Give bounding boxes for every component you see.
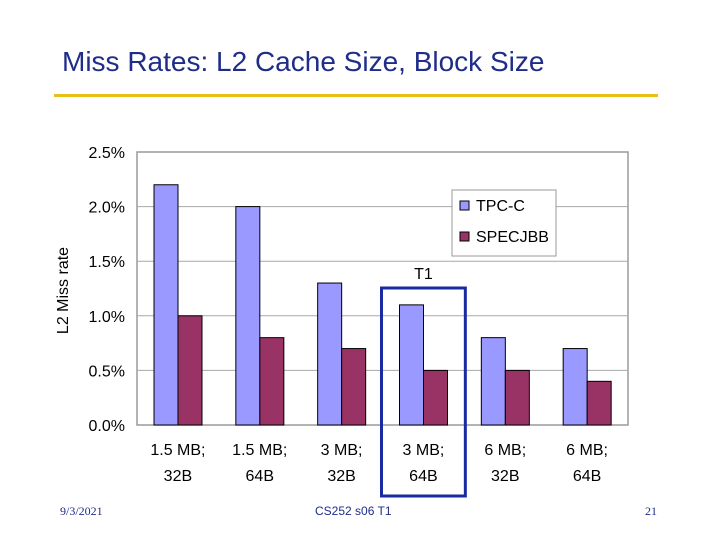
bar-tpc-c (480, 337, 506, 426)
legend-label: TPC-C (476, 198, 525, 215)
footer-date: 9/3/2021 (60, 504, 103, 518)
y-tick-label: 0.5% (89, 363, 125, 380)
y-tick-label: 1.0% (89, 309, 125, 326)
title-underline (54, 94, 658, 97)
x-tick-label: 32B (491, 468, 519, 485)
bar-specjbb (259, 337, 285, 426)
y-tick-label: 2.0% (89, 200, 125, 217)
x-tick-label: 6 MB; (566, 442, 608, 459)
legend-label: SPECJBB (476, 229, 549, 246)
bar-tpc-c (562, 348, 588, 426)
x-tick-label: 32B (164, 468, 192, 485)
slide-title: Miss Rates: L2 Cache Size, Block Size (62, 46, 545, 77)
y-axis-label: L2 Miss rate (55, 247, 72, 334)
bar-tpc-c (399, 304, 424, 426)
y-tick-label: 0.0% (89, 418, 125, 435)
footer-page-number: 21 (645, 504, 657, 518)
bar-specjbb (341, 348, 367, 426)
x-tick-label: 32B (327, 468, 355, 485)
bar-tpc-c (153, 184, 179, 426)
x-tick-label: 64B (409, 468, 437, 485)
y-tick-label: 2.5% (89, 145, 125, 162)
y-tick-label: 1.5% (89, 254, 125, 271)
legend-swatch-tpc-c (459, 200, 470, 211)
bar-specjbb (504, 369, 530, 426)
highlight-box-t1 (380, 286, 467, 498)
footer-course: CS252 s06 T1 (315, 504, 392, 518)
legend-swatch-specjbb (459, 231, 470, 242)
x-tick-label: 3 MB; (321, 442, 363, 459)
highlight-label-t1: T1 (414, 266, 433, 283)
x-tick-label: 6 MB; (484, 442, 526, 459)
bar-specjbb (586, 380, 612, 426)
x-tick-label: 1.5 MB; (150, 442, 205, 459)
bar-specjbb (423, 369, 448, 426)
bar-specjbb (177, 315, 203, 426)
x-tick-label: 64B (246, 468, 274, 485)
x-tick-label: 64B (573, 468, 601, 485)
x-tick-label: 1.5 MB; (232, 442, 287, 459)
bar-tpc-c (317, 282, 343, 426)
bar-tpc-c (235, 206, 261, 426)
x-tick-label: 3 MB; (403, 442, 445, 459)
